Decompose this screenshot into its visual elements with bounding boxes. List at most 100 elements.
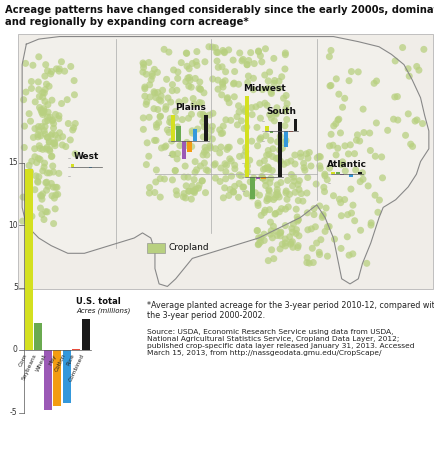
Circle shape: [273, 189, 280, 196]
Circle shape: [69, 126, 76, 134]
Circle shape: [201, 58, 208, 65]
Circle shape: [294, 197, 301, 204]
Circle shape: [224, 94, 230, 101]
Circle shape: [398, 44, 405, 51]
Circle shape: [145, 114, 152, 121]
Circle shape: [51, 140, 58, 147]
Circle shape: [329, 192, 336, 199]
Circle shape: [274, 154, 281, 162]
Circle shape: [303, 189, 310, 197]
Circle shape: [336, 199, 343, 206]
Circle shape: [335, 116, 342, 123]
Circle shape: [21, 144, 28, 151]
Circle shape: [43, 144, 50, 151]
Circle shape: [39, 111, 46, 118]
Circle shape: [338, 104, 345, 111]
Circle shape: [391, 58, 398, 64]
Circle shape: [40, 105, 47, 112]
Circle shape: [222, 68, 229, 75]
Circle shape: [254, 47, 261, 54]
Circle shape: [321, 172, 328, 179]
Circle shape: [281, 50, 288, 56]
Circle shape: [254, 240, 262, 248]
Circle shape: [34, 133, 42, 140]
Bar: [44, 350, 51, 410]
Circle shape: [46, 148, 53, 154]
Circle shape: [222, 117, 229, 123]
Circle shape: [184, 174, 191, 180]
Circle shape: [152, 137, 159, 144]
Circle shape: [275, 194, 282, 201]
Circle shape: [295, 232, 302, 239]
Circle shape: [233, 122, 240, 128]
Circle shape: [67, 63, 74, 70]
Circle shape: [193, 62, 200, 69]
Circle shape: [43, 169, 51, 176]
Circle shape: [340, 95, 348, 102]
Circle shape: [227, 117, 233, 124]
Circle shape: [25, 220, 32, 227]
Circle shape: [38, 109, 45, 116]
Circle shape: [188, 182, 195, 189]
Circle shape: [230, 68, 237, 75]
Circle shape: [240, 125, 247, 132]
Circle shape: [169, 151, 176, 158]
Circle shape: [160, 46, 167, 53]
Circle shape: [317, 236, 324, 243]
Circle shape: [142, 161, 150, 168]
Text: Corn: Corn: [18, 353, 29, 368]
Circle shape: [293, 218, 300, 225]
Circle shape: [296, 153, 303, 161]
Circle shape: [292, 226, 299, 233]
Circle shape: [273, 181, 280, 189]
Text: Atlantic: Atlantic: [326, 160, 366, 169]
Circle shape: [272, 191, 279, 198]
Circle shape: [49, 162, 56, 170]
Circle shape: [219, 194, 227, 201]
Circle shape: [58, 58, 65, 65]
Circle shape: [276, 229, 284, 235]
Circle shape: [326, 165, 332, 171]
Circle shape: [48, 192, 56, 199]
Circle shape: [263, 197, 270, 204]
Circle shape: [277, 205, 284, 212]
Circle shape: [194, 184, 201, 192]
Circle shape: [241, 108, 248, 115]
Circle shape: [23, 89, 30, 95]
Circle shape: [280, 161, 287, 168]
Circle shape: [31, 153, 38, 160]
Circle shape: [207, 144, 214, 151]
Circle shape: [242, 144, 249, 151]
Circle shape: [340, 196, 347, 203]
Circle shape: [164, 94, 171, 102]
Circle shape: [291, 161, 298, 167]
Circle shape: [181, 162, 188, 170]
Circle shape: [196, 111, 204, 118]
Circle shape: [362, 260, 369, 267]
Circle shape: [268, 234, 275, 241]
Circle shape: [46, 138, 53, 145]
Circle shape: [70, 124, 77, 131]
Circle shape: [44, 208, 51, 216]
Circle shape: [263, 152, 270, 159]
Circle shape: [287, 239, 294, 246]
Circle shape: [196, 86, 204, 93]
Circle shape: [282, 108, 289, 115]
Circle shape: [267, 115, 274, 122]
Circle shape: [333, 145, 341, 152]
Circle shape: [173, 87, 180, 94]
Circle shape: [271, 194, 278, 201]
Circle shape: [192, 58, 199, 65]
Circle shape: [412, 117, 420, 123]
Text: Acreage patterns have changed considerably since the early 2000s, dominated nati: Acreage patterns have changed considerab…: [5, 5, 434, 15]
Circle shape: [321, 228, 328, 235]
Circle shape: [237, 172, 244, 180]
Circle shape: [153, 124, 160, 130]
Circle shape: [223, 95, 230, 102]
Circle shape: [139, 114, 146, 122]
Circle shape: [355, 138, 362, 144]
Circle shape: [34, 179, 41, 186]
Circle shape: [319, 211, 326, 218]
Circle shape: [273, 104, 280, 111]
Bar: [283, 131, 287, 147]
